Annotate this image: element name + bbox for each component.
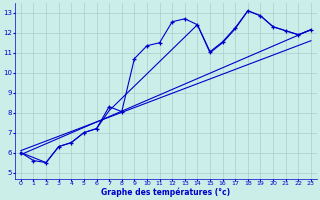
X-axis label: Graphe des températures (°c): Graphe des températures (°c) bbox=[101, 188, 230, 197]
